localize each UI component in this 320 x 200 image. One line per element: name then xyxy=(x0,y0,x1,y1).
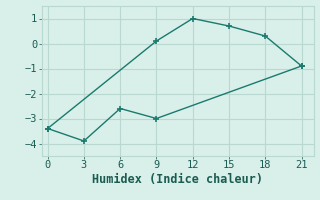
X-axis label: Humidex (Indice chaleur): Humidex (Indice chaleur) xyxy=(92,173,263,186)
